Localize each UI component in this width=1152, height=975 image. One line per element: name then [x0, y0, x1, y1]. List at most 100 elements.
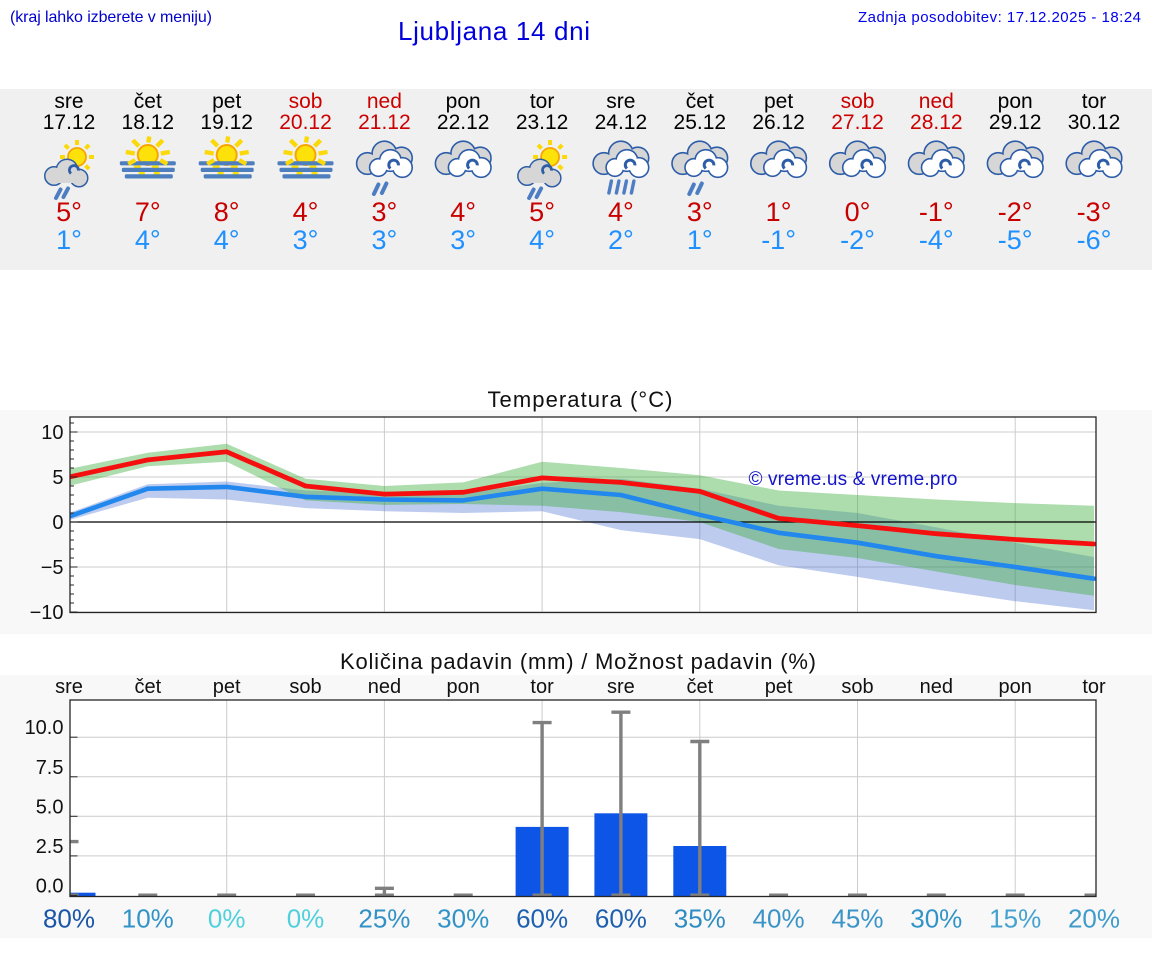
svg-text:10%: 10% [122, 904, 174, 934]
svg-text:4°: 4° [608, 197, 634, 227]
svg-text:5.0: 5.0 [36, 796, 64, 818]
svg-text:sre: sre [55, 676, 83, 698]
svg-text:45%: 45% [831, 904, 883, 934]
svg-text:21.12: 21.12 [358, 111, 411, 134]
svg-text:sre: sre [54, 90, 83, 113]
svg-text:3°: 3° [371, 197, 397, 227]
svg-text:26.12: 26.12 [752, 111, 805, 134]
svg-text:29.12: 29.12 [989, 111, 1042, 134]
svg-text:35%: 35% [674, 904, 726, 934]
svg-text:1°: 1° [56, 225, 82, 255]
svg-text:Zadnja posodobitev: 17.12.2025: Zadnja posodobitev: 17.12.2025 - 18:24 [858, 9, 1141, 26]
svg-text:4°: 4° [293, 197, 319, 227]
svg-text:4°: 4° [214, 225, 240, 255]
svg-text:sob: sob [841, 676, 873, 698]
svg-text:pet: pet [212, 90, 241, 113]
svg-text:60%: 60% [516, 904, 568, 934]
svg-text:3°: 3° [371, 225, 397, 255]
svg-text:40%: 40% [753, 904, 805, 934]
svg-text:-4°: -4° [919, 225, 954, 255]
svg-text:-3°: -3° [1077, 197, 1112, 227]
svg-text:17.12: 17.12 [43, 111, 96, 134]
svg-text:pon: pon [998, 90, 1033, 113]
svg-text:pon: pon [446, 90, 481, 113]
svg-text:-2°: -2° [998, 197, 1033, 227]
svg-text:4°: 4° [529, 225, 555, 255]
svg-text:2.5: 2.5 [36, 836, 64, 858]
svg-text:sob: sob [289, 676, 321, 698]
svg-text:7.5: 7.5 [36, 757, 64, 779]
svg-text:30%: 30% [910, 904, 962, 934]
svg-text:sob: sob [289, 90, 323, 113]
svg-text:tor: tor [530, 90, 555, 113]
svg-text:5: 5 [52, 467, 63, 489]
svg-text:−10: −10 [30, 602, 64, 624]
svg-text:čet: čet [134, 90, 162, 113]
svg-text:pon: pon [447, 676, 480, 698]
svg-text:−5: −5 [41, 557, 64, 579]
svg-text:15%: 15% [989, 904, 1041, 934]
svg-text:-2°: -2° [840, 225, 875, 255]
svg-text:23.12: 23.12 [516, 111, 569, 134]
svg-text:(kraj lahko izberete v meniju): (kraj lahko izberete v meniju) [10, 9, 212, 26]
svg-text:0.0: 0.0 [36, 875, 64, 897]
svg-text:7°: 7° [135, 197, 161, 227]
svg-text:sob: sob [841, 90, 875, 113]
svg-text:27.12: 27.12 [831, 111, 884, 134]
svg-text:2°: 2° [608, 225, 634, 255]
svg-text:Ljubljana 14 dni: Ljubljana 14 dni [398, 16, 590, 46]
svg-text:pet: pet [764, 90, 793, 113]
svg-text:čet: čet [134, 676, 161, 698]
svg-text:4°: 4° [135, 225, 161, 255]
svg-text:0: 0 [52, 512, 63, 534]
svg-text:tor: tor [1082, 90, 1107, 113]
svg-text:-1°: -1° [919, 197, 954, 227]
svg-text:1°: 1° [766, 197, 792, 227]
svg-text:ned: ned [368, 676, 401, 698]
svg-text:Količina padavin (mm) / Možnos: Količina padavin (mm) / Možnost padavin … [340, 649, 816, 674]
svg-text:5°: 5° [529, 197, 555, 227]
svg-text:0%: 0% [208, 904, 246, 934]
svg-text:ned: ned [919, 90, 954, 113]
svg-text:30%: 30% [437, 904, 489, 934]
svg-text:20%: 20% [1068, 904, 1120, 934]
svg-text:3°: 3° [687, 197, 713, 227]
svg-text:10.0: 10.0 [25, 717, 64, 739]
svg-text:pet: pet [765, 676, 793, 698]
svg-text:20.12: 20.12 [279, 111, 332, 134]
svg-text:© vreme.us & vreme.pro: © vreme.us & vreme.pro [749, 469, 958, 490]
svg-text:ned: ned [920, 676, 953, 698]
svg-text:tor: tor [1082, 676, 1106, 698]
svg-text:24.12: 24.12 [595, 111, 648, 134]
svg-text:10: 10 [41, 422, 63, 444]
svg-text:-6°: -6° [1077, 225, 1112, 255]
svg-text:pon: pon [999, 676, 1032, 698]
svg-text:-1°: -1° [761, 225, 796, 255]
svg-text:pet: pet [213, 676, 241, 698]
svg-text:3°: 3° [450, 225, 476, 255]
svg-text:čet: čet [686, 90, 714, 113]
svg-text:0°: 0° [845, 197, 871, 227]
svg-text:8°: 8° [214, 197, 240, 227]
svg-text:4°: 4° [450, 197, 476, 227]
svg-text:25%: 25% [358, 904, 410, 934]
svg-text:sre: sre [606, 90, 635, 113]
svg-text:22.12: 22.12 [437, 111, 490, 134]
svg-text:1°: 1° [687, 225, 713, 255]
svg-text:3°: 3° [293, 225, 319, 255]
svg-text:28.12: 28.12 [910, 111, 963, 134]
svg-text:sre: sre [607, 676, 635, 698]
svg-text:60%: 60% [595, 904, 647, 934]
svg-text:0%: 0% [287, 904, 325, 934]
svg-text:Temperatura (°C): Temperatura (°C) [488, 387, 673, 412]
svg-text:80%: 80% [43, 904, 95, 934]
svg-text:ned: ned [367, 90, 402, 113]
svg-text:čet: čet [686, 676, 713, 698]
svg-text:30.12: 30.12 [1068, 111, 1121, 134]
svg-text:tor: tor [530, 676, 554, 698]
svg-text:18.12: 18.12 [122, 111, 175, 134]
svg-text:19.12: 19.12 [200, 111, 253, 134]
svg-text:5°: 5° [56, 197, 82, 227]
svg-text:-5°: -5° [998, 225, 1033, 255]
svg-text:25.12: 25.12 [674, 111, 727, 134]
